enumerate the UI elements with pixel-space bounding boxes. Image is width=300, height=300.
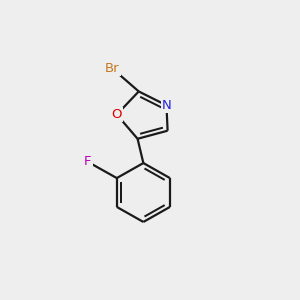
Text: F: F (84, 155, 92, 168)
Text: O: O (112, 108, 122, 121)
Text: N: N (162, 99, 171, 112)
Text: Br: Br (105, 62, 119, 75)
